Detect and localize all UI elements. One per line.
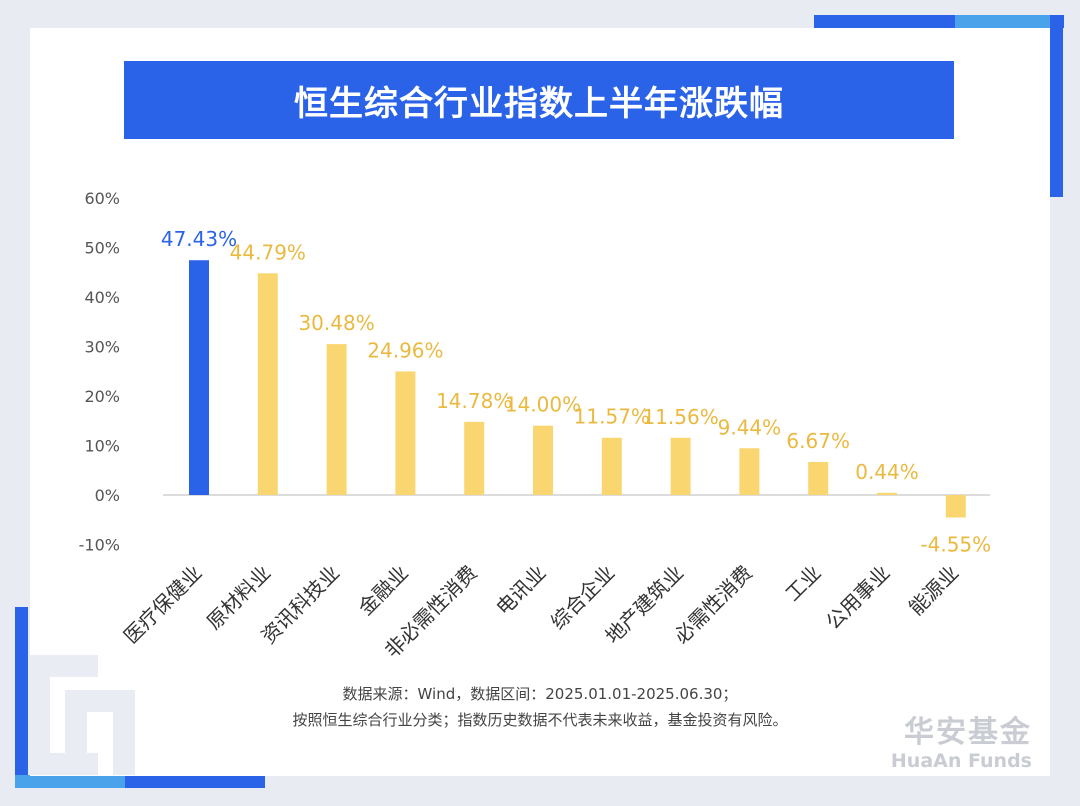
bar-value-label: 11.57% (574, 405, 650, 429)
bar-value-label: 14.78% (436, 389, 512, 413)
decor-top-bar-light (955, 15, 1050, 28)
category-label: 工业 (780, 561, 825, 606)
y-tick-label: 10% (84, 437, 120, 456)
y-tick-label: 40% (84, 288, 120, 307)
bar (533, 425, 553, 495)
bar-value-label: 47.43% (161, 227, 237, 251)
category-label: 医疗保健业 (119, 561, 207, 649)
decor-right-bar (1050, 15, 1063, 197)
bar-value-label: -4.55% (920, 533, 991, 557)
bar-value-label: 11.56% (642, 405, 718, 429)
y-tick-label: -10% (79, 536, 120, 555)
chart-title: 恒生综合行业指数上半年涨跌幅 (124, 61, 954, 139)
bar (808, 461, 829, 495)
bar (670, 437, 691, 495)
bar-value-label: 14.00% (505, 393, 581, 417)
y-tick-label: 30% (84, 338, 120, 357)
bar-value-label: 0.44% (855, 460, 919, 484)
bar (257, 273, 278, 495)
bar (395, 371, 416, 495)
brand-name-cn: 华安基金 (904, 715, 1032, 750)
bar (601, 437, 622, 495)
bar-value-label: 6.67% (786, 429, 850, 453)
bar-value-label: 44.79% (230, 240, 306, 264)
bar (464, 421, 485, 495)
bar (326, 344, 347, 495)
bar-value-label: 24.96% (367, 338, 443, 362)
disclaimer-note: 按照恒生综合行业分类；指数历史数据不代表未来收益，基金投资有风险。 (292, 711, 788, 729)
category-label: 金融业 (354, 561, 413, 620)
y-tick-label: 0% (95, 486, 120, 505)
brand-name-en: HuaAn Funds (890, 750, 1032, 772)
y-tick-label: 50% (84, 239, 120, 258)
bar-value-label: 30.48% (298, 311, 374, 335)
category-label: 电讯业 (491, 561, 550, 620)
category-label: 能源业 (904, 561, 963, 620)
decor-left-bar (15, 607, 28, 787)
bar (189, 260, 209, 495)
watermark-shape-2 (65, 690, 135, 775)
y-tick-label: 20% (84, 387, 120, 406)
bar (877, 492, 897, 495)
bar (945, 495, 966, 518)
source-note: 数据来源：Wind，数据区间：2025.01.01-2025.06.30； (342, 685, 738, 703)
brand-logo: 华安基金 HuaAn Funds (891, 718, 1032, 771)
bar (739, 448, 760, 495)
bar-value-label: 9.44% (718, 415, 782, 439)
y-tick-label: 60% (84, 189, 120, 208)
category-label: 公用事业 (821, 561, 895, 635)
decor-bottom-bar-light (15, 775, 125, 788)
